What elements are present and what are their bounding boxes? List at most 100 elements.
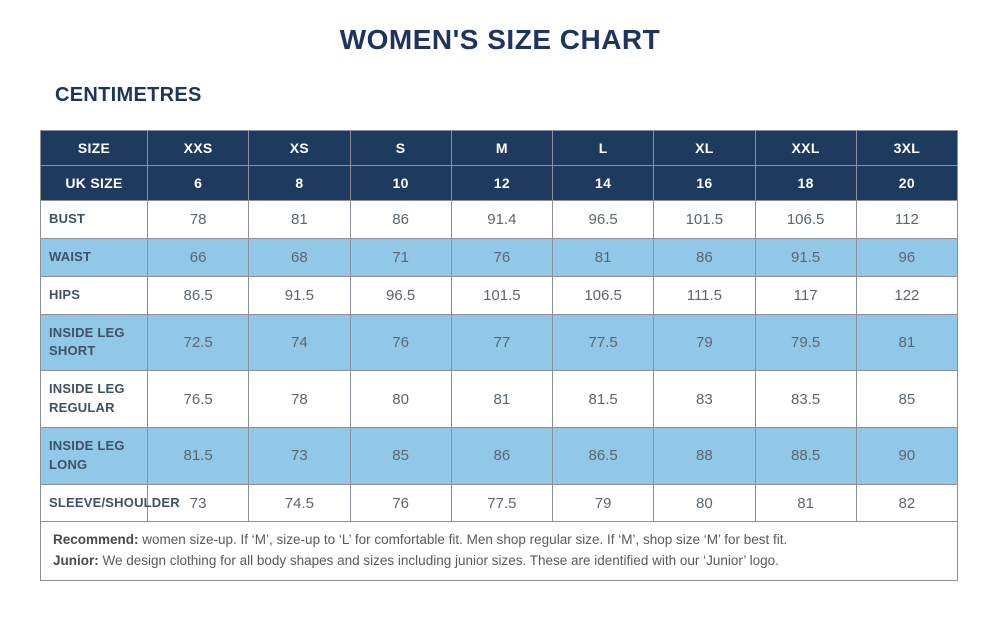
size-column-header: L: [551, 130, 655, 166]
measurement-cell: 79: [653, 313, 756, 372]
footnote-cell: Recommend: women size-up. If ‘M’, size-u…: [40, 521, 958, 582]
table-header: SIZE XXS XS S M L XL XXL 3XL UK SIZE 6 8 10 12 14 16 18 2…: [40, 130, 959, 201]
measurement-cell: 90: [855, 426, 959, 485]
measurement-cell: 86.5: [551, 426, 655, 485]
measurement-cell: 80: [653, 483, 756, 523]
row-label: INSIDE LEG REGULAR: [40, 370, 148, 428]
footnote-label: Junior:: [53, 553, 99, 569]
size-column-header: XS: [248, 130, 351, 166]
measurement-cell: 91.5: [248, 275, 351, 315]
measurement-cell: 88.5: [754, 426, 857, 485]
measurement-cell: 78: [248, 370, 351, 428]
measurement-cell: 77: [450, 313, 554, 372]
measurement-cell: 79: [551, 483, 655, 523]
measurement-cell: 81: [855, 313, 959, 372]
measurement-cell: 77.5: [450, 483, 554, 523]
units-heading: CENTIMETRES: [55, 84, 202, 106]
footnote-text: women size-up. If ‘M’, size-up to ‘L’ fo…: [138, 532, 788, 548]
measurement-cell: 71: [349, 237, 452, 277]
measurement-cell: 91.5: [754, 237, 857, 277]
footnote-label: Recommend:: [53, 532, 139, 548]
measurement-cell: 77.5: [551, 313, 655, 372]
measurement-cell: 80: [349, 370, 452, 428]
measurement-cell: 91.4: [450, 200, 554, 239]
size-column-header: XXL: [754, 130, 857, 166]
size-chart-table: SIZE XXS XS S M L XL XXL 3XL UK SIZE 6 8 10 12 14 16 18 2…: [40, 130, 959, 582]
footnote-line: Recommend: women size-up. If ‘M’, size-u…: [53, 530, 945, 551]
footnote-text: We design clothing for all body shapes a…: [98, 553, 779, 569]
size-column-header: 10: [349, 165, 452, 201]
header-row-intl-size: SIZE XXS XS S M L XL XXL 3XL: [40, 130, 959, 166]
header-label-cell: UK SIZE: [40, 165, 148, 201]
header-label-cell: SIZE: [40, 130, 148, 166]
measurement-cell: 66: [146, 237, 250, 277]
table-row: WAIST 66 68 71 76 81 86 91.5 96: [40, 237, 959, 277]
size-column-header: S: [349, 130, 452, 166]
header-row-uk-size: UK SIZE 6 8 10 12 14 16 18 20: [40, 165, 959, 201]
row-label: HIPS: [40, 275, 148, 315]
table-row: INSIDE LEG SHORT 72.5 74 76 77 77.5 79 79.5 81: [40, 313, 959, 372]
row-label: SLEEVE/SHOULDER: [40, 483, 180, 523]
measurement-cell: 81: [754, 483, 857, 523]
measurement-cell: 74.5: [248, 483, 351, 523]
size-column-header: XXS: [146, 130, 250, 166]
measurement-cell: 76: [450, 237, 554, 277]
size-column-header: 16: [653, 165, 756, 201]
size-column-header: 8: [248, 165, 351, 201]
size-column-header: 18: [754, 165, 857, 201]
measurement-cell: 101.5: [653, 200, 756, 239]
measurement-cell: 74: [248, 313, 351, 372]
size-column-header: 6: [146, 165, 250, 201]
measurement-cell: 78: [146, 200, 250, 239]
measurement-cell: 96.5: [349, 275, 452, 315]
measurement-cell: 117: [754, 275, 857, 315]
measurement-cell: 83.5: [754, 370, 857, 428]
row-label: BUST: [40, 200, 148, 239]
measurement-cell: 86: [349, 200, 452, 239]
measurement-cell: 76: [349, 483, 452, 523]
measurement-cell: 68: [248, 237, 351, 277]
measurement-cell: 85: [855, 370, 959, 428]
row-label: WAIST: [40, 237, 148, 277]
table-row: HIPS 86.5 91.5 96.5 101.5 106.5 111.5 117 122: [40, 275, 959, 315]
size-column-header: 14: [551, 165, 655, 201]
table-body: BUST 78 81 86 91.4 96.5 101.5 106.5 112 WAIST 66 68…: [40, 200, 959, 523]
measurement-cell: 101.5: [450, 275, 554, 315]
measurement-cell: 83: [653, 370, 756, 428]
measurement-cell: 81.5: [146, 426, 250, 485]
row-label: INSIDE LEG LONG: [40, 426, 148, 485]
measurement-cell: 76.5: [146, 370, 250, 428]
measurement-cell: 81: [248, 200, 351, 239]
measurement-cell: 88: [653, 426, 756, 485]
measurement-cell: 76: [349, 313, 452, 372]
measurement-cell: 79.5: [754, 313, 857, 372]
measurement-cell: 106.5: [551, 275, 655, 315]
size-column-header: XL: [653, 130, 756, 166]
measurement-cell: 96: [855, 237, 959, 277]
measurement-cell: 73: [248, 426, 351, 485]
table-row: INSIDE LEG REGULAR 76.5 78 80 81 81.5 83 83.5 85: [40, 370, 959, 428]
footnote-line: Junior: We design clothing for all body …: [53, 551, 945, 572]
measurement-cell: 73: [146, 483, 250, 523]
row-label: INSIDE LEG SHORT: [40, 313, 148, 372]
measurement-cell: 96.5: [551, 200, 655, 239]
measurement-cell: 82: [855, 483, 959, 523]
size-column-header: M: [450, 130, 554, 166]
size-column-header: 12: [450, 165, 554, 201]
measurement-cell: 106.5: [754, 200, 857, 239]
measurement-cell: 81.5: [551, 370, 655, 428]
measurement-cell: 85: [349, 426, 452, 485]
measurement-cell: 86: [450, 426, 554, 485]
size-column-header: 20: [855, 165, 959, 201]
measurement-cell: 112: [855, 200, 959, 239]
measurement-cell: 81: [450, 370, 554, 428]
measurement-cell: 111.5: [653, 275, 756, 315]
measurement-cell: 86.5: [146, 275, 250, 315]
size-column-header: 3XL: [855, 130, 959, 166]
measurement-cell: 86: [653, 237, 756, 277]
table-footer: Recommend: women size-up. If ‘M’, size-u…: [40, 521, 958, 582]
table-row: SLEEVE/SHOULDER 73 74.5 76 77.5 79 80 81 82: [40, 483, 959, 523]
page-title: WOMEN'S SIZE CHART: [339, 24, 661, 55]
measurement-cell: 122: [855, 275, 959, 315]
